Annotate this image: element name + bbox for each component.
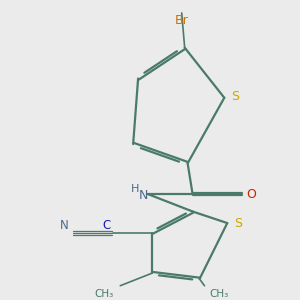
Text: S: S (231, 90, 239, 103)
Text: CH₃: CH₃ (210, 290, 229, 299)
Text: Br: Br (175, 14, 189, 27)
Text: N: N (139, 189, 148, 202)
Text: CH₃: CH₃ (94, 290, 114, 299)
Text: O: O (247, 188, 256, 201)
Text: C: C (103, 219, 111, 232)
Text: N: N (60, 219, 69, 232)
Text: S: S (234, 217, 242, 230)
Text: H: H (131, 184, 140, 194)
